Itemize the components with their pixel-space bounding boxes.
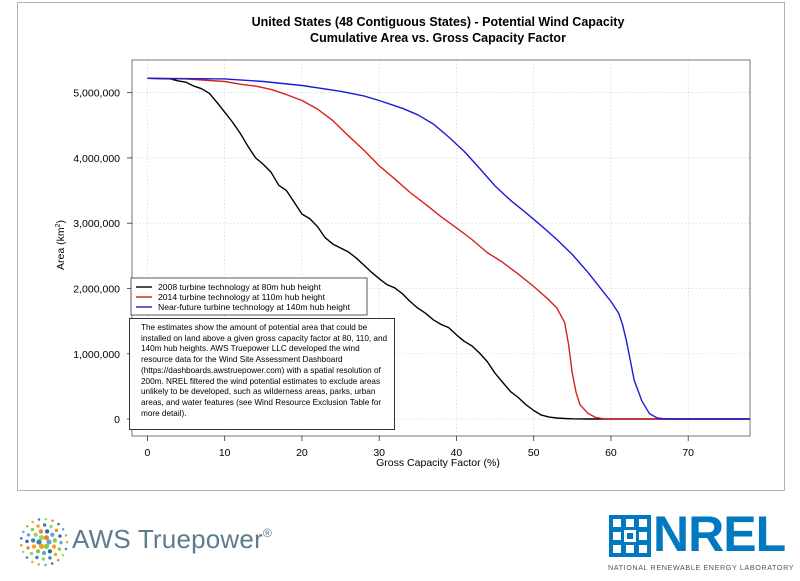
aws-dot (26, 533, 31, 537)
aws-dot (36, 539, 42, 545)
aws-dot (21, 550, 25, 554)
y-tick-label: 4,000,000 (73, 153, 120, 165)
aws-dot (25, 556, 29, 559)
aws-dot (43, 543, 50, 549)
aws-dot (41, 557, 46, 561)
aws-dot (31, 560, 34, 564)
y-axis-label-main: Area (km (55, 227, 67, 270)
aws-dot (50, 562, 54, 565)
aws-dot (51, 519, 54, 522)
chart: United States (48 Contiguous States) - P… (55, 15, 751, 469)
nrel-logo-subtitle: NATIONAL RENEWABLE ENERGY LABORATORY (608, 563, 795, 572)
x-axis: 0 10 20 30 40 50 60 70 (145, 436, 694, 459)
aws-dot (19, 543, 23, 547)
chart-subtitle: Cumulative Area vs. Gross Capacity Facto… (310, 31, 566, 45)
y-axis-label: Area (km2) (55, 220, 67, 270)
aws-dot (42, 523, 47, 527)
aws-dot (35, 555, 39, 560)
y-axis-label-sup: 2 (55, 223, 62, 227)
x-tick-label: 0 (145, 447, 151, 459)
aws-dot (37, 563, 40, 566)
y-tick-label: 2,000,000 (73, 283, 120, 295)
aws-dot (59, 540, 63, 545)
aws-dot (30, 538, 36, 543)
legend-label-1: 2008 turbine technology at 80m hub heigh… (158, 282, 322, 292)
aws-dot (44, 529, 50, 534)
aws-dot (51, 544, 57, 549)
aws-logo-name: AWS Truepower (72, 524, 263, 554)
aws-dot (65, 540, 69, 544)
aws-dot (44, 517, 48, 521)
x-tick-label: 20 (296, 447, 308, 459)
y-tick-label: 0 (114, 414, 120, 426)
aws-dots-icon (19, 517, 69, 567)
aws-dot (41, 550, 47, 556)
aws-dot (61, 527, 65, 531)
aws-dot (46, 539, 52, 545)
aws-dot (31, 544, 37, 549)
series-line-3 (147, 77, 750, 420)
series-line-1 (147, 77, 750, 420)
x-tick-label: 30 (373, 447, 385, 459)
y-axis-label-end: ) (55, 220, 67, 224)
aws-dot (33, 532, 38, 537)
aws-dot (38, 535, 45, 541)
aws-dot (57, 522, 60, 526)
aws-dot (61, 553, 65, 557)
legend-label-3: Near-future turbine technology at 140m h… (158, 302, 351, 312)
aws-dot (36, 524, 40, 528)
nrel-emblem-icon (609, 515, 651, 557)
x-axis-label: Gross Capacity Factor (%) (376, 457, 500, 469)
aws-dot (47, 549, 53, 554)
nrel-logo-text: NREL (653, 506, 786, 562)
y-axis: 0 1,000,000 2,000,000 3,000,000 4,000,000 5,0… (73, 88, 132, 426)
aws-dot (52, 538, 58, 543)
x-tick-label: 60 (605, 447, 617, 459)
y-tick-label: 1,000,000 (73, 349, 120, 361)
y-tick-label: 3,000,000 (73, 218, 120, 230)
aws-dot (58, 534, 62, 538)
aws-logo-reg: ® (262, 526, 272, 540)
legend-label-2: 2014 turbine technology at 110m hub heig… (158, 292, 326, 302)
aws-dot (44, 563, 47, 567)
aws-dot (54, 528, 59, 533)
aws-dot (20, 537, 23, 540)
note-box: The estimates show the amount of potenti… (129, 318, 395, 430)
aws-dot (26, 546, 30, 550)
aws-dot (25, 539, 29, 544)
aws-dot (22, 530, 25, 534)
aws-dot (49, 524, 53, 529)
aws-dot (26, 524, 29, 528)
aws-dot (30, 527, 35, 532)
x-tick-label: 40 (451, 447, 463, 459)
aws-dot (48, 556, 52, 560)
aws-logo-text: AWS Truepower® (72, 524, 272, 555)
aws-dot (56, 558, 60, 562)
x-tick-label: 50 (528, 447, 540, 459)
aws-dot (38, 529, 44, 534)
aws-dot (64, 534, 68, 537)
aws-dot (57, 547, 62, 551)
legend-box (130, 277, 368, 316)
aws-dot (64, 547, 68, 551)
chart-title: United States (48 Contiguous States) - P… (252, 15, 625, 29)
aws-dot (43, 535, 50, 541)
aws-truepower-logo (19, 517, 69, 567)
y-tick-label: 5,000,000 (73, 88, 120, 100)
aws-dot (29, 551, 34, 556)
legend: 2008 turbine technology at 80m hub heigh… (130, 277, 368, 316)
aws-dot (37, 518, 41, 521)
series-line-2 (147, 77, 750, 420)
aws-dot (38, 543, 45, 549)
x-tick-label: 10 (219, 447, 231, 459)
aws-dot (50, 532, 55, 537)
chart-frame (17, 2, 785, 491)
x-tick-label: 70 (682, 447, 694, 459)
aws-dot (31, 520, 34, 524)
series-group (147, 77, 750, 420)
aws-dot (53, 552, 58, 557)
aws-dot (35, 549, 41, 554)
plot-border (131, 59, 751, 437)
